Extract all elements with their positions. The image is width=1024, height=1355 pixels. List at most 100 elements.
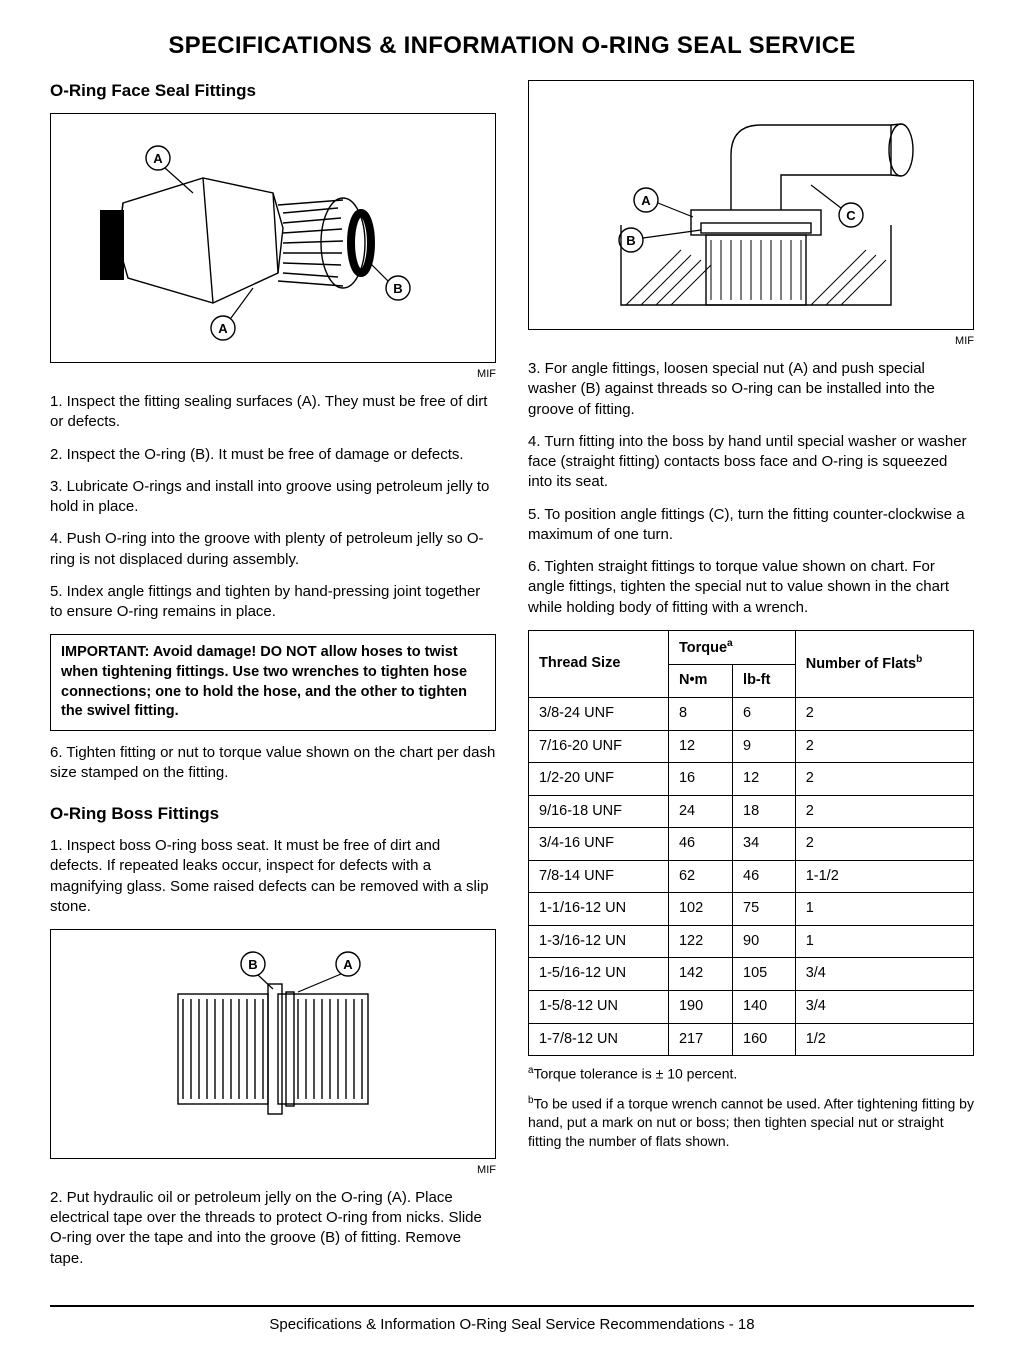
th-nm: N•m — [668, 665, 732, 698]
table-cell: 18 — [733, 795, 796, 828]
figure-caption: MIF — [50, 367, 496, 382]
table-cell: 16 — [668, 763, 732, 796]
step-text: 4. Push O-ring into the groove with plen… — [50, 529, 496, 570]
face-seal-diagram: A A B — [83, 133, 463, 343]
table-row: 7/16-20 UNF1292 — [529, 730, 974, 763]
step-text: 1. Inspect boss O-ring boss seat. It mus… — [50, 836, 496, 917]
table-cell: 62 — [668, 860, 732, 893]
table-cell: 2 — [795, 763, 973, 796]
footer-text: Specifications & Information O-Ring Seal… — [50, 1315, 974, 1335]
table-cell: 1 — [795, 925, 973, 958]
table-cell: 1-1/2 — [795, 860, 973, 893]
step-text: 2. Inspect the O-ring (B). It must be fr… — [50, 445, 496, 465]
table-row: 1-5/16-12 UN1421053/4 — [529, 958, 974, 991]
table-cell: 160 — [733, 1023, 796, 1056]
step-text: 2. Put hydraulic oil or petroleum jelly … — [50, 1188, 496, 1269]
section-tab — [100, 210, 124, 280]
step-text: 5. To position angle fittings (C), turn … — [528, 505, 974, 546]
step-text: 4. Turn fitting into the boss by hand un… — [528, 432, 974, 493]
step-text: 3. For angle fittings, loosen special nu… — [528, 359, 974, 420]
table-cell: 6 — [733, 697, 796, 730]
th-flats: Number of Flatsb — [795, 630, 973, 697]
table-row: 1-5/8-12 UN1901403/4 — [529, 991, 974, 1024]
table-cell: 12 — [668, 730, 732, 763]
table-cell: 34 — [733, 828, 796, 861]
table-row: 1-1/16-12 UN102751 — [529, 893, 974, 926]
table-cell: 142 — [668, 958, 732, 991]
table-cell: 2 — [795, 828, 973, 861]
table-cell: 90 — [733, 925, 796, 958]
boss-heading: O-Ring Boss Fittings — [50, 803, 496, 826]
svg-text:B: B — [248, 957, 257, 972]
table-row: 1-7/8-12 UN2171601/2 — [529, 1023, 974, 1056]
table-cell: 217 — [668, 1023, 732, 1056]
angle-fitting-diagram: A B C — [551, 95, 951, 315]
svg-text:A: A — [153, 151, 163, 166]
table-cell: 3/4-16 UNF — [529, 828, 669, 861]
table-row: 3/8-24 UNF862 — [529, 697, 974, 730]
step-text: 6. Tighten fitting or nut to torque valu… — [50, 743, 496, 784]
table-cell: 9/16-18 UNF — [529, 795, 669, 828]
table-row: 9/16-18 UNF24182 — [529, 795, 974, 828]
figure-caption: MIF — [50, 1163, 496, 1178]
svg-text:A: A — [343, 957, 353, 972]
table-cell: 3/4 — [795, 991, 973, 1024]
footnote-a: aTorque tolerance is ± 10 percent. — [528, 1064, 974, 1084]
table-cell: 1 — [795, 893, 973, 926]
svg-text:A: A — [218, 321, 228, 336]
step-text: 1. Inspect the fitting sealing surfaces … — [50, 392, 496, 433]
table-cell: 105 — [733, 958, 796, 991]
table-cell: 46 — [733, 860, 796, 893]
table-cell: 75 — [733, 893, 796, 926]
table-cell: 2 — [795, 730, 973, 763]
table-row: 3/4-16 UNF46342 — [529, 828, 974, 861]
step-text: 5. Index angle fittings and tighten by h… — [50, 582, 496, 623]
table-cell: 2 — [795, 795, 973, 828]
table-cell: 9 — [733, 730, 796, 763]
table-cell: 1-1/16-12 UN — [529, 893, 669, 926]
table-cell: 140 — [733, 991, 796, 1024]
th-lbft: lb-ft — [733, 665, 796, 698]
table-cell: 46 — [668, 828, 732, 861]
table-cell: 3/8-24 UNF — [529, 697, 669, 730]
th-thread: Thread Size — [529, 630, 669, 697]
step-text: 6. Tighten straight fittings to torque v… — [528, 557, 974, 618]
important-box: IMPORTANT: Avoid damage! DO NOT allow ho… — [50, 634, 496, 730]
table-cell: 3/4 — [795, 958, 973, 991]
table-cell: 2 — [795, 697, 973, 730]
table-row: 1-3/16-12 UN122901 — [529, 925, 974, 958]
table-cell: 1/2-20 UNF — [529, 763, 669, 796]
table-cell: 24 — [668, 795, 732, 828]
table-cell: 12 — [733, 763, 796, 796]
table-cell: 1-5/8-12 UN — [529, 991, 669, 1024]
figure-boss-straight: B A — [50, 929, 496, 1159]
boss-straight-diagram: B A — [123, 944, 423, 1144]
footnote-b: bTo be used if a torque wrench cannot be… — [528, 1094, 974, 1151]
important-text: IMPORTANT: Avoid damage! DO NOT allow ho… — [61, 644, 467, 719]
table-cell: 7/8-14 UNF — [529, 860, 669, 893]
page-title: SPECIFICATIONS & INFORMATION O-RING SEAL… — [50, 30, 974, 62]
table-cell: 7/16-20 UNF — [529, 730, 669, 763]
table-cell: 8 — [668, 697, 732, 730]
figure-caption: MIF — [528, 334, 974, 349]
svg-text:A: A — [641, 193, 651, 208]
svg-text:B: B — [393, 281, 402, 296]
torque-table: Thread Size Torquea Number of Flatsb N•m… — [528, 630, 974, 1056]
table-cell: 1-3/16-12 UN — [529, 925, 669, 958]
face-seal-heading: O-Ring Face Seal Fittings — [50, 80, 496, 103]
table-cell: 190 — [668, 991, 732, 1024]
table-row: 7/8-14 UNF62461-1/2 — [529, 860, 974, 893]
footer-rule — [50, 1305, 974, 1307]
table-row: 1/2-20 UNF16122 — [529, 763, 974, 796]
svg-text:B: B — [626, 233, 635, 248]
table-cell: 1-5/16-12 UN — [529, 958, 669, 991]
table-cell: 1-7/8-12 UN — [529, 1023, 669, 1056]
table-cell: 122 — [668, 925, 732, 958]
table-cell: 102 — [668, 893, 732, 926]
svg-text:C: C — [846, 208, 856, 223]
th-torque: Torquea — [668, 630, 795, 664]
figure-angle-fitting: A B C — [528, 80, 974, 330]
table-cell: 1/2 — [795, 1023, 973, 1056]
right-column: A B C MIF 3. For angle fittings, loosen … — [528, 80, 974, 1281]
step-text: 3. Lubricate O-rings and install into gr… — [50, 477, 496, 518]
